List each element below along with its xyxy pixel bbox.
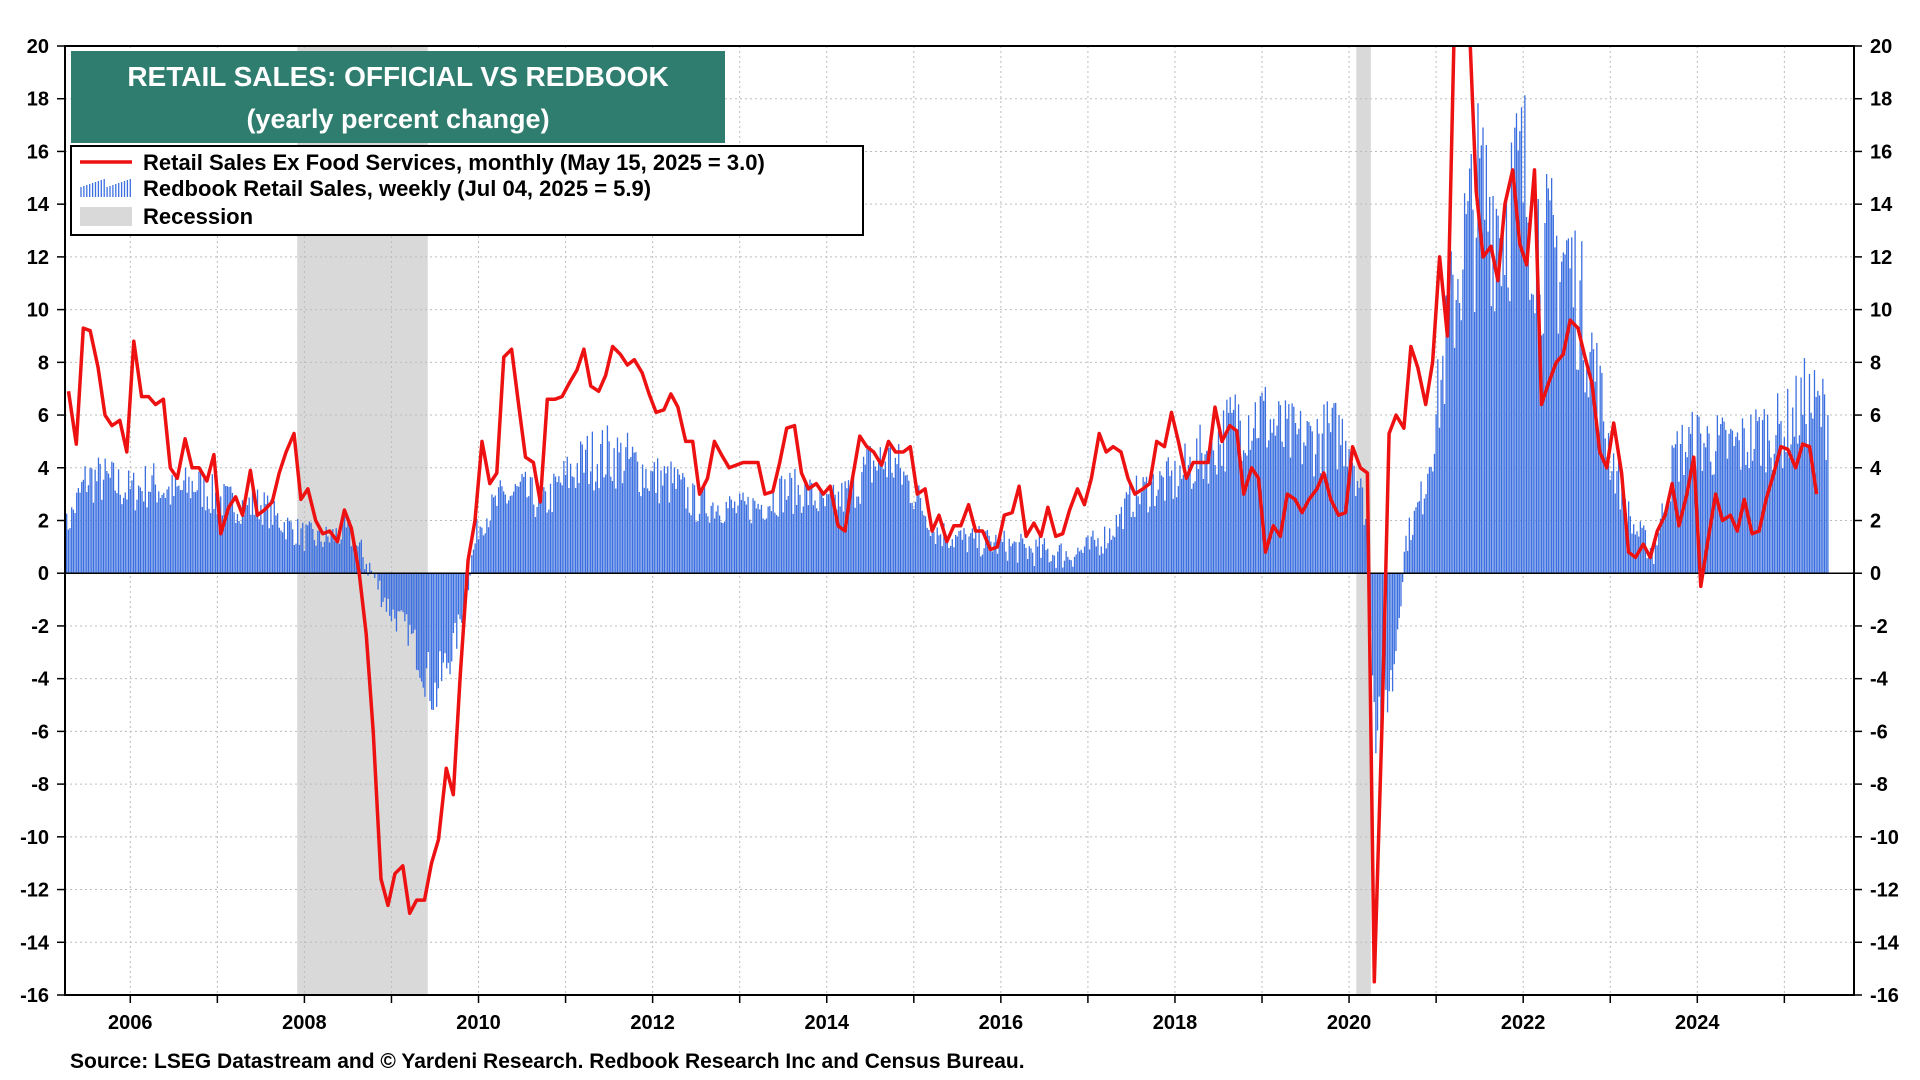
y-tick-label-right: -6 <box>1870 721 1888 743</box>
y-tick-label-left: 2 <box>38 511 49 533</box>
y-tick-label-right: 0 <box>1870 563 1881 585</box>
chart-title: RETAIL SALES: OFFICIAL VS REDBOOK <box>127 61 668 92</box>
x-tick-label: 2008 <box>282 1012 327 1034</box>
legend: Retail Sales Ex Food Services, monthly (… <box>70 145 864 236</box>
y-tick-label-right: 20 <box>1870 36 1892 58</box>
y-tick-label-left: -2 <box>31 616 49 638</box>
y-tick-label-left: 10 <box>27 300 49 322</box>
x-tick-label: 2014 <box>804 1012 849 1034</box>
y-tick-label-right: -2 <box>1870 616 1888 638</box>
x-tick-label: 2024 <box>1675 1012 1720 1034</box>
grid-lines <box>65 45 1854 996</box>
legend-label-official: Retail Sales Ex Food Services, monthly (… <box>143 150 765 175</box>
y-tick-label-right: -4 <box>1870 669 1889 691</box>
y-tick-label-right: 18 <box>1870 89 1892 111</box>
y-tick-label-left: 4 <box>38 458 50 480</box>
y-tick-label-left: 16 <box>27 141 49 163</box>
series-line-official <box>66 46 1819 984</box>
y-tick-label-left: 6 <box>38 405 49 427</box>
legend-label-redbook: Redbook Retail Sales, weekly (Jul 04, 20… <box>143 176 651 201</box>
y-tick-label-right: -14 <box>1870 932 1900 954</box>
x-tick-label: 2012 <box>630 1012 675 1034</box>
y-tick-label-right: 8 <box>1870 352 1881 374</box>
title-background <box>71 51 725 143</box>
y-tick-label-right: 16 <box>1870 141 1892 163</box>
x-tick-label: 2018 <box>1153 1012 1198 1034</box>
y-tick-label-right: 10 <box>1870 300 1892 322</box>
y-tick-label-left: -14 <box>20 932 50 954</box>
x-tick-label: 2006 <box>108 1012 153 1034</box>
chart-subtitle: (yearly percent change) <box>246 104 549 134</box>
y-tick-label-left: 0 <box>38 563 49 585</box>
y-tick-label-left: 12 <box>27 247 49 269</box>
x-tick-label: 2020 <box>1327 1012 1372 1034</box>
y-tick-label-right: 14 <box>1870 194 1893 216</box>
y-tick-label-left: 18 <box>27 89 49 111</box>
y-tick-label-left: -8 <box>31 774 49 796</box>
y-tick-label-right: -16 <box>1870 985 1899 1007</box>
source-note: Source: LSEG Datastream and © Yardeni Re… <box>70 1050 1025 1073</box>
recession-shade-1 <box>1356 46 1371 995</box>
y-tick-label-left: -12 <box>20 880 49 902</box>
y-tick-label-right: 4 <box>1870 458 1882 480</box>
legend-swatch-bars <box>80 179 131 197</box>
y-tick-label-left: -4 <box>31 669 50 691</box>
legend-swatch-shade <box>80 207 132 226</box>
y-tick-label-right: -8 <box>1870 774 1888 796</box>
y-tick-label-right: 12 <box>1870 247 1892 269</box>
y-tick-label-right: -12 <box>1870 880 1899 902</box>
y-tick-label-left: 14 <box>27 194 50 216</box>
x-tick-label: 2022 <box>1501 1012 1546 1034</box>
legend-box <box>70 145 864 236</box>
legend-label-recession: Recession <box>143 204 253 229</box>
y-tick-label-right: 6 <box>1870 405 1881 427</box>
y-tick-label-left: -6 <box>31 721 49 743</box>
x-tick-label: 2010 <box>456 1012 501 1034</box>
redbook-bars <box>65 95 1829 754</box>
x-tick-label: 2016 <box>979 1012 1024 1034</box>
y-tick-label-right: -10 <box>1870 827 1899 849</box>
y-tick-label-left: 8 <box>38 352 49 374</box>
y-tick-label-left: -16 <box>20 985 49 1007</box>
y-tick-label-left: -10 <box>20 827 49 849</box>
y-tick-label-right: 2 <box>1870 511 1881 533</box>
title-box: RETAIL SALES: OFFICIAL VS REDBOOK (yearl… <box>71 51 725 143</box>
x-axis: 2006 2008 2010 2012 2014 2016 2018 2020 2022 2024 <box>108 995 1786 1034</box>
y-tick-label-left: 20 <box>27 36 49 58</box>
